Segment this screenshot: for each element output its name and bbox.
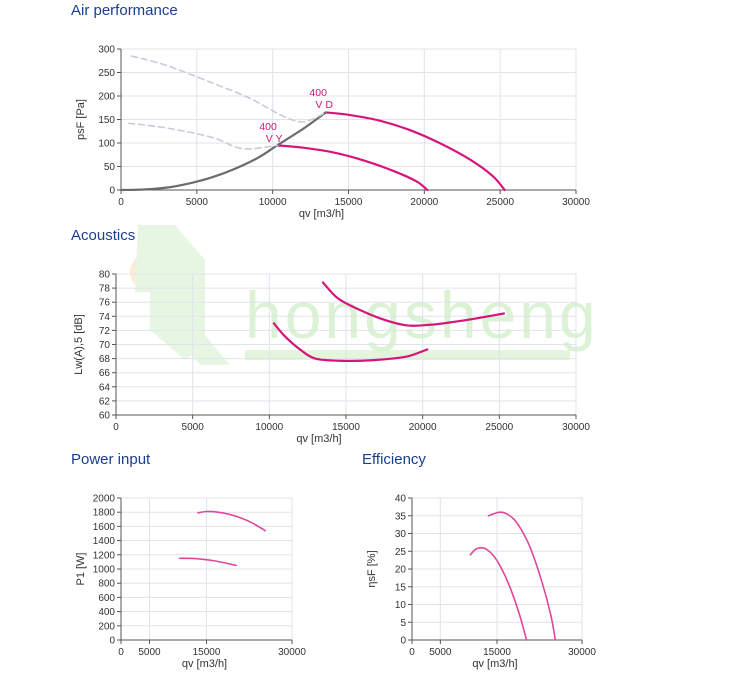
power-y-tick-label: 1400: [93, 536, 116, 547]
air-series-3-dashed-line: [130, 55, 327, 123]
air-x-tick-label: 20000: [410, 197, 438, 208]
efficiency-x-tick-label: 0: [409, 647, 415, 658]
efficiency-y-tick-label: 20: [395, 565, 407, 576]
air-x-tick-label: 5000: [186, 197, 209, 208]
efficiency-y-tick-label: 40: [395, 494, 407, 505]
efficiency-series-1-line: [469, 546, 528, 641]
power-x-axis-label: qv [m3/h]: [182, 658, 227, 670]
power-y-tick-label: 400: [98, 607, 115, 618]
power-y-tick-label: 1200: [93, 550, 116, 561]
air-curve-label-1-line2: V Y: [266, 133, 283, 145]
acoustics-x-tick-label: 5000: [182, 422, 205, 433]
power-y-tick-label: 600: [98, 593, 115, 604]
air-y-tick-label: 150: [98, 115, 115, 126]
watermark-underline: [245, 350, 570, 360]
air-y-tick-label: 250: [98, 68, 115, 79]
acoustics-y-tick-label: 64: [99, 382, 111, 393]
acoustics-y-tick-label: 72: [99, 326, 111, 337]
air-y-tick-label: 0: [109, 186, 115, 197]
air-curve-label-0-line1: 400: [309, 87, 327, 99]
efficiency-y-tick-label: 0: [400, 636, 406, 647]
efficiency-chart-group: 0 5000 15000 30000 0 5 10 15 20 25 30 35 40 qv [m3/h]…: [366, 494, 596, 671]
efficiency-y-tick-label: 35: [395, 511, 407, 522]
watermark-text: hongsheng: [245, 278, 599, 352]
acoustics-y-tick-label: 62: [99, 396, 111, 407]
power-x-tick-label: 30000: [278, 647, 306, 658]
acoustics-x-tick-label: 15000: [332, 422, 360, 433]
section-title-power-input: Power input: [71, 451, 151, 468]
air-x-tick-label: 30000: [562, 197, 590, 208]
air-y-tick-label: 200: [98, 92, 115, 103]
power-series-1-line: [178, 557, 237, 567]
efficiency-x-tick-label: 15000: [483, 647, 511, 658]
acoustics-y-tick-label: 66: [99, 368, 111, 379]
section-title-air-performance: Air performance: [71, 2, 178, 19]
acoustics-x-tick-label: 0: [113, 422, 119, 433]
air-x-tick-label: 15000: [335, 197, 363, 208]
efficiency-y-tick-label: 30: [395, 529, 407, 540]
acoustics-y-tick-label: 74: [99, 312, 111, 323]
acoustics-x-tick-label: 30000: [562, 422, 590, 433]
efficiency-series-0-line: [487, 511, 557, 641]
acoustics-y-tick-label: 76: [99, 298, 111, 309]
efficiency-y-tick-label: 5: [400, 618, 406, 629]
efficiency-y-tick-label: 25: [395, 547, 407, 558]
efficiency-x-tick-label: 5000: [429, 647, 452, 658]
power-chart-group: 0 5000 15000 30000 0 200 400 600 800 1000 1200 1400…: [75, 494, 306, 671]
power-y-axis-label: P1 [W]: [75, 552, 87, 585]
acoustics-x-axis-label: qv [m3/h]: [296, 433, 341, 445]
air-series-0-line: [324, 111, 506, 192]
acoustics-x-tick-label: 25000: [485, 422, 513, 433]
efficiency-y-tick-label: 10: [395, 600, 407, 611]
acoustics-y-tick-label: 80: [99, 270, 111, 281]
power-x-tick-label: 5000: [138, 647, 161, 658]
power-y-tick-label: 200: [98, 621, 115, 632]
efficiency-x-axis-label: qv [m3/h]: [472, 658, 517, 670]
acoustics-y-tick-label: 68: [99, 354, 111, 365]
power-y-tick-label: 2000: [93, 494, 116, 505]
section-title-efficiency: Efficiency: [362, 451, 426, 468]
efficiency-y-axis-label: ηsF [%]: [366, 550, 378, 587]
air-x-tick-label: 0: [118, 197, 124, 208]
air-y-tick-label: 100: [98, 139, 115, 150]
power-y-tick-label: 1000: [93, 565, 116, 576]
efficiency-y-tick-label: 15: [395, 582, 407, 593]
acoustics-x-tick-label: 10000: [255, 422, 283, 433]
power-y-tick-label: 800: [98, 579, 115, 590]
air-curve-label-0-line2: V D: [315, 99, 333, 111]
air-y-tick-label: 50: [104, 162, 116, 173]
air-x-axis-label: qv [m3/h]: [299, 208, 344, 220]
air-curve-label-1-line1: 400: [259, 121, 277, 133]
section-title-acoustics: Acoustics: [71, 227, 136, 244]
air-series-2-line: [119, 111, 327, 192]
efficiency-x-tick-label: 30000: [568, 647, 596, 658]
power-series-0-line: [197, 510, 267, 532]
air-x-tick-label: 10000: [259, 197, 287, 208]
air-y-tick-label: 300: [98, 45, 115, 56]
power-y-tick-label: 1800: [93, 508, 116, 519]
air-series-1-line: [276, 144, 429, 192]
acoustics-x-tick-label: 20000: [409, 422, 437, 433]
power-x-tick-label: 0: [118, 647, 124, 658]
power-y-tick-label: 1600: [93, 522, 116, 533]
acoustics-series-1-line: [272, 322, 429, 363]
acoustics-series-0-line: [321, 281, 506, 327]
air-x-tick-label: 25000: [486, 197, 514, 208]
power-x-tick-label: 15000: [193, 647, 221, 658]
acoustics-y-tick-label: 60: [99, 411, 111, 422]
air-series-4-dashed-line: [127, 122, 279, 150]
acoustics-y-tick-label: 70: [99, 340, 111, 351]
acoustics-y-tick-label: 78: [99, 284, 111, 295]
power-y-tick-label: 0: [109, 636, 115, 647]
acoustics-chart-group: 0 5000 10000 15000 20000 25000 30000 60 62 64 66 68…: [73, 270, 590, 446]
air-y-axis-label: psF [Pa]: [75, 99, 87, 140]
air-chart-group: 0 5000 10000 15000 20000 25000 30000 0 50 100 150 2…: [75, 45, 590, 221]
acoustics-y-axis-label: Lw(A),5 [dB]: [73, 314, 85, 375]
